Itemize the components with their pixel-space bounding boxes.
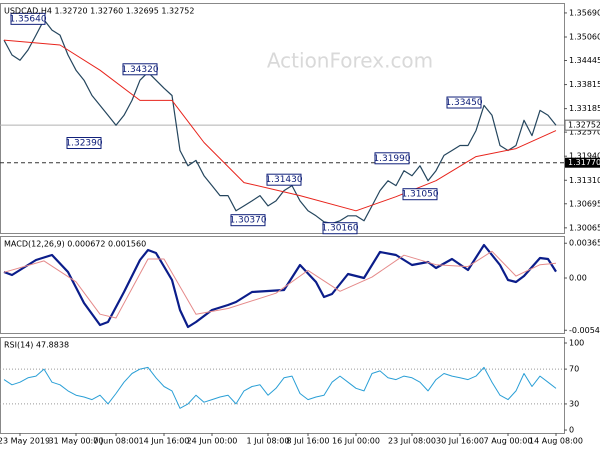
panel-title: MACD(12,26,9) 0.000672 0.001560 (4, 240, 146, 249)
y-tick-label: 1.33185 (569, 104, 600, 113)
annotation-label: 1.31430 (265, 175, 302, 185)
level-label: 1.31770 (568, 158, 600, 167)
annotation-box (266, 173, 302, 186)
x-tick-label: 7 Aug 00:00 (484, 437, 533, 446)
series-line (3, 39, 557, 212)
annotation-box (374, 152, 410, 165)
annotation-label: 1.35640 (9, 14, 46, 24)
panel-frame (0, 3, 565, 234)
y-tick-label: 30 (569, 399, 579, 408)
y-tick-label: 1.31940 (569, 152, 600, 161)
annotation-box (446, 96, 482, 109)
series-line (3, 250, 557, 319)
panel-frame (0, 337, 565, 434)
y-tick-label: -0.005489 (569, 326, 600, 335)
annotation-box (322, 222, 358, 235)
y-tick-label: 0.00 (569, 274, 587, 283)
y-tick-label: 1.30065 (569, 223, 600, 232)
watermark: ActionForex.com (267, 49, 433, 73)
last-price-label: 1.32752 (568, 121, 600, 130)
x-tick-label: 23 May 2019 (0, 437, 50, 446)
x-tick-label: 24 Jun 00:00 (187, 437, 238, 446)
y-tick-label: 1.30695 (569, 199, 600, 208)
x-tick-label: 16 Jul 00:00 (332, 437, 380, 446)
y-tick-label: 100 (569, 339, 584, 348)
annotation-box (402, 188, 438, 201)
annotation-label: 1.31050 (401, 190, 438, 200)
series-line (3, 243, 557, 329)
level-box (565, 157, 600, 168)
annotation-label: 1.34320 (121, 65, 158, 75)
x-tick-label: 7 Jun 08:00 (93, 437, 139, 446)
y-tick-label: 1.34445 (569, 56, 600, 65)
x-tick-label: 14 Jun 16:00 (139, 437, 190, 446)
annotation-box (10, 12, 46, 25)
annotation-box (230, 214, 266, 227)
y-tick-label: 0.003651 (569, 239, 600, 248)
annotation-label: 1.33450 (445, 98, 482, 108)
panel-title: USDCAD,H4 1.32720 1.32760 1.32695 1.3275… (4, 7, 194, 16)
y-tick-label: 1.35690 (569, 8, 600, 17)
x-tick-label: 23 Jul 08:00 (388, 437, 436, 446)
annotation-label: 1.30160 (321, 224, 358, 234)
series-line (3, 366, 557, 409)
y-tick-label: 1.31310 (569, 176, 600, 185)
x-tick-label: 30 Jul 16:00 (436, 437, 484, 446)
y-tick-label: 1.35060 (569, 33, 600, 42)
series-line (3, 19, 557, 224)
panel-title: RSI(14) 47.8838 (4, 341, 69, 350)
last-price-box (564, 119, 600, 131)
y-tick-label: 70 (569, 365, 579, 374)
annotation-box (122, 63, 158, 76)
annotation-label: 1.30370 (229, 216, 266, 226)
x-tick-label: 1 Jul 08:00 (247, 437, 290, 446)
x-tick-label: 31 May 00:00 (49, 437, 104, 446)
y-tick-label: 0 (569, 426, 574, 435)
panel-frame (0, 236, 565, 334)
x-tick-label: 8 Jul 16:00 (287, 437, 330, 446)
annotation-label: 1.32390 (65, 139, 102, 149)
y-tick-label: 1.33815 (569, 80, 600, 89)
annotation-label: 1.31990 (373, 154, 410, 164)
y-tick-label: 1.32570 (569, 128, 600, 137)
x-tick-label: 14 Aug 08:00 (529, 437, 583, 446)
annotation-box (66, 137, 102, 150)
